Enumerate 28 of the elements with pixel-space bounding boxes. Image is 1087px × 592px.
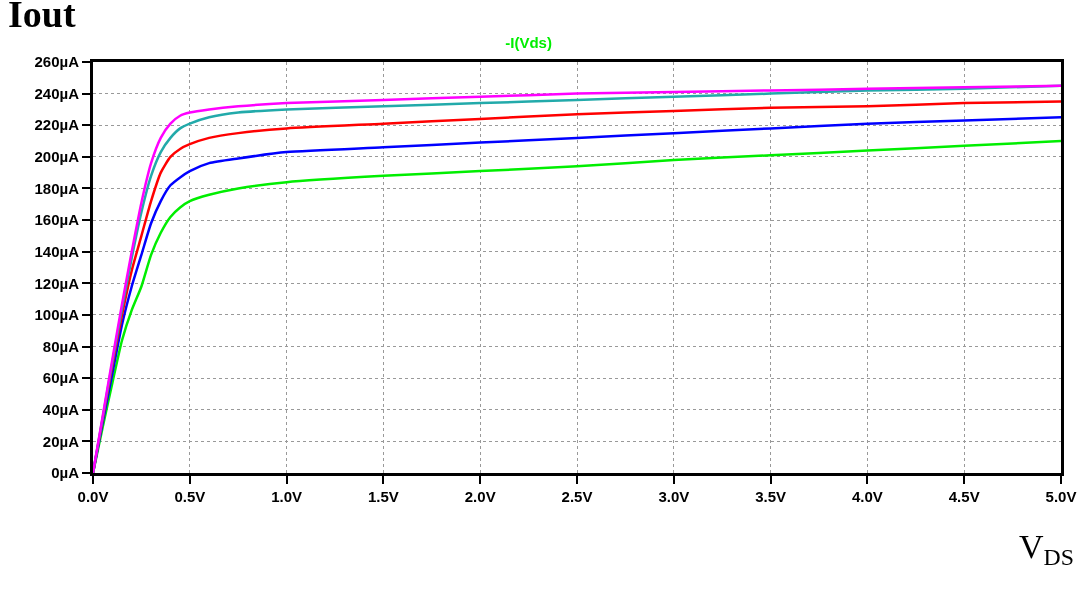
y-tick-label: 120µA [34, 274, 80, 292]
y-tick-label: 200µA [34, 148, 80, 166]
x-tick-label: 2.5V [561, 488, 593, 505]
y-tick-label: 140µA [34, 242, 80, 260]
x-tick-label: 2.0V [464, 488, 496, 505]
y-axis-title: Iout [8, 0, 76, 35]
y-tick-label: 240µA [34, 84, 80, 102]
x-tick-label: 1.5V [367, 488, 399, 505]
x-tick-label: 0.0V [77, 488, 109, 505]
x-axis-title: V$_{DS}$ [1019, 528, 1074, 571]
x-tick-label: 4.5V [948, 488, 980, 505]
y-tick-label: 20µA [42, 432, 80, 450]
y-tick-label: 60µA [42, 369, 80, 387]
y-tick-label: 260µA [34, 53, 80, 71]
x-tick-label: 3.0V [658, 488, 690, 505]
y-tick-label: 40µA [42, 401, 80, 419]
y-tick-label: 0µA [51, 464, 80, 482]
x-tick-label: 1.0V [271, 488, 303, 505]
y-tick-label: 80µA [42, 337, 80, 355]
y-tick-label: 180µA [34, 179, 80, 197]
x-tick-label: 5.0V [1045, 488, 1077, 505]
y-tick-label: 160µA [34, 211, 80, 229]
x-tick-label: 4.0V [851, 488, 883, 505]
x-tick-label: 3.5V [755, 488, 787, 505]
y-tick-label: 100µA [34, 306, 80, 324]
chart-title: -I(Vds) [505, 34, 552, 51]
y-tick-label: 220µA [34, 116, 80, 134]
x-tick-label: 0.5V [174, 488, 206, 505]
